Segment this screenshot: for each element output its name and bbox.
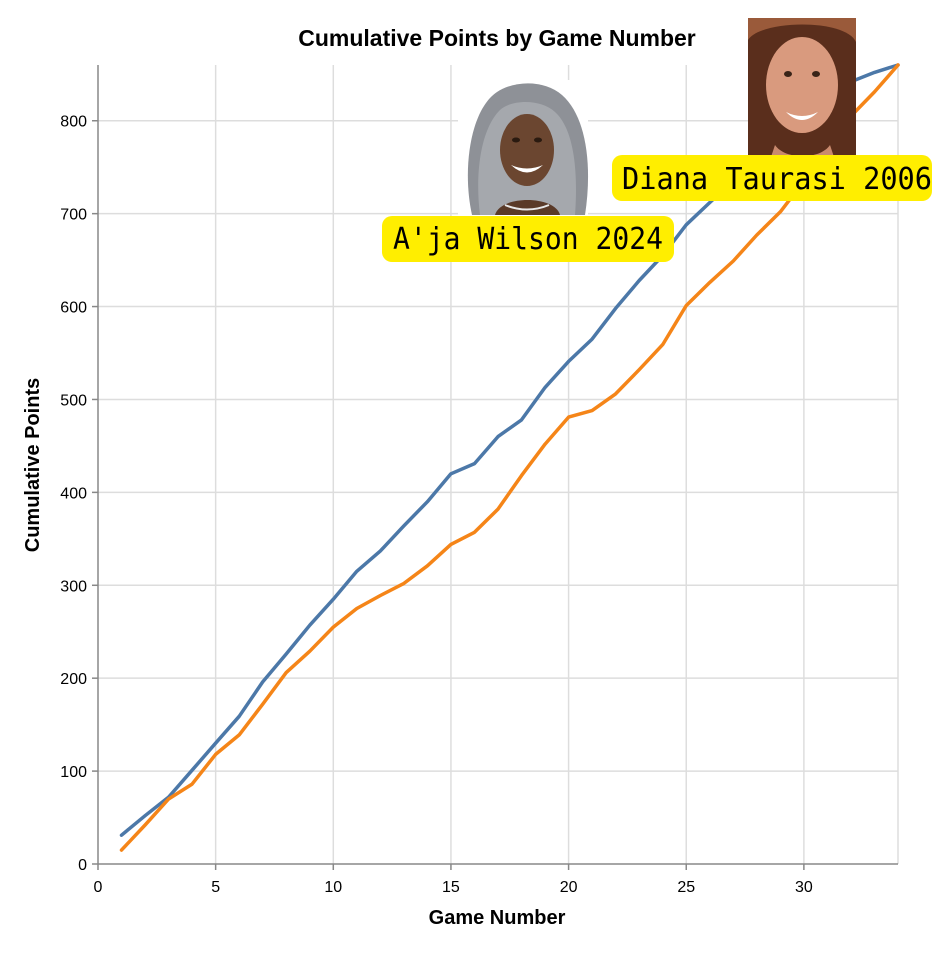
x-tick-label: 20 [560,879,578,896]
x-tick-label: 5 [211,879,220,896]
x-axis-title: Game Number [429,907,566,929]
y-axis-title: Cumulative Points [22,378,44,552]
y-tick-label: 500 [60,392,87,409]
x-tick-label: 15 [442,879,460,896]
aja-wilson-photo [458,80,589,220]
y-tick-label: 0 [78,857,87,874]
aja-wilson-label: A'ja Wilson 2024 [393,222,663,257]
x-tick-label: 30 [795,879,813,896]
diana-taurasi-photo [748,18,856,160]
diana-taurasi-label: Diana Taurasi 2006 [622,162,932,197]
y-tick-label: 700 [60,207,87,224]
series-line-diana-taurasi [119,63,900,852]
x-tick-label: 0 [94,879,103,896]
x-tick-label: 10 [324,879,342,896]
y-tick-label: 600 [60,300,87,317]
y-tick-label: 800 [60,114,87,131]
y-tick-label: 200 [60,671,87,688]
diana-taurasi-callout: Diana Taurasi 2006 [612,155,932,201]
x-tick-label: 25 [677,879,695,896]
y-tick-label: 300 [60,578,87,595]
y-tick-label: 400 [60,485,87,502]
aja-wilson-callout: A'ja Wilson 2024 [382,216,674,262]
y-tick-label: 100 [60,764,87,781]
chart-title: Cumulative Points by Game Number [298,25,696,51]
